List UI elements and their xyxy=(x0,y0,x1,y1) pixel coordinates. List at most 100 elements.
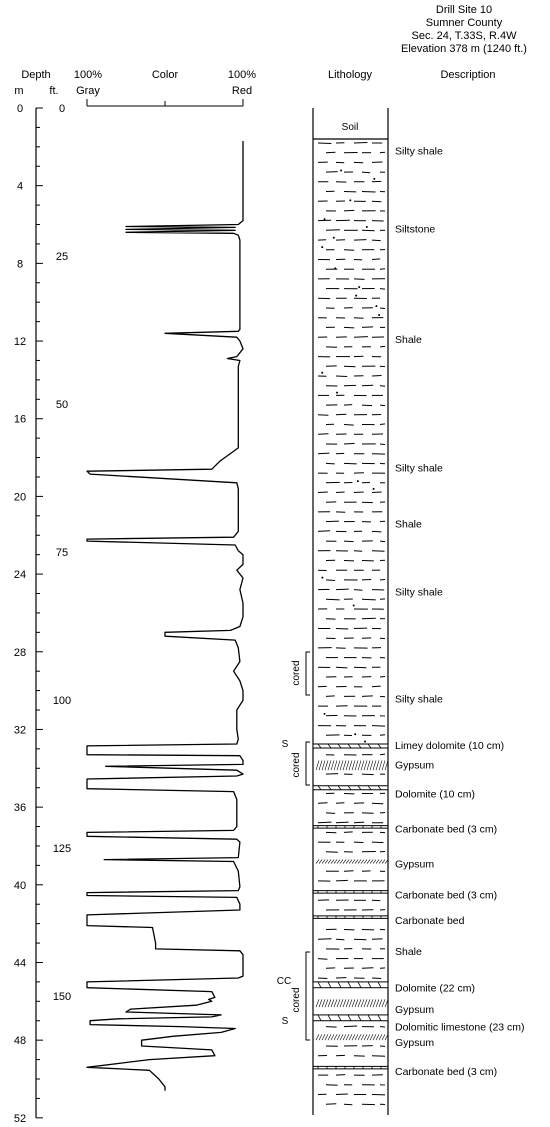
shale-dash xyxy=(343,1103,353,1106)
shale-dash xyxy=(353,278,365,280)
gypsum-hatch xyxy=(318,760,323,771)
shale-dash xyxy=(343,870,354,872)
shale-dash xyxy=(371,802,384,805)
shale-dash xyxy=(325,229,340,231)
shale-dash xyxy=(361,326,374,328)
gypsum-hatch xyxy=(333,760,338,771)
gypsum-hatch xyxy=(375,859,380,864)
shale-dash xyxy=(317,142,332,144)
depth-m-tick-label: 28 xyxy=(14,647,26,659)
dolomite-mark xyxy=(347,743,352,749)
silt-dot xyxy=(323,218,326,221)
shale-dash xyxy=(353,550,363,552)
color-scale xyxy=(86,99,244,107)
depth-ft-tick-label: 0 xyxy=(59,103,65,115)
silt-dot xyxy=(354,733,357,736)
shale-dash xyxy=(343,404,353,406)
core-cc-label: CC xyxy=(277,976,291,987)
shale-dash xyxy=(335,491,345,493)
shale-dash xyxy=(325,695,335,697)
shale-dash xyxy=(353,821,365,824)
shale-dash xyxy=(371,491,382,493)
shale-dash xyxy=(353,239,367,241)
gypsum-hatch xyxy=(378,1034,383,1041)
gypsum-hatch xyxy=(381,1034,386,1041)
depth-m-tick-label: 32 xyxy=(14,724,26,736)
gypsum-hatch xyxy=(339,859,344,864)
soil-label: Soil xyxy=(342,122,359,133)
gypsum-hatch xyxy=(354,999,359,1008)
shale-dash xyxy=(325,462,335,465)
shale-dash xyxy=(371,239,381,242)
depth-ft-tick-label: 150 xyxy=(53,991,71,1003)
gypsum-hatch xyxy=(336,760,341,771)
shale-dash xyxy=(353,938,367,941)
gypsum-hatch xyxy=(372,1034,377,1041)
gypsum-hatch xyxy=(342,859,347,864)
shale-dash xyxy=(371,685,381,688)
site-line-4: Elevation 378 m (1240 ft.) xyxy=(401,43,527,55)
gypsum-hatch xyxy=(378,859,383,864)
gypsum-hatch xyxy=(330,760,335,771)
shale-dash xyxy=(317,530,331,532)
shale-dash xyxy=(371,841,384,844)
gypsum-hatch xyxy=(351,999,356,1008)
silt-dot xyxy=(321,576,324,579)
color-header: Color xyxy=(152,69,179,81)
gypsum-hatch xyxy=(321,999,326,1008)
shale-dash xyxy=(379,345,386,348)
silt-dot xyxy=(321,371,324,374)
shale-dash xyxy=(317,821,332,824)
shale-dash xyxy=(325,1084,338,1086)
shale-dash xyxy=(379,268,386,270)
shale-dash xyxy=(353,336,368,338)
gypsum-hatch xyxy=(324,1034,329,1041)
description-label: Limey dolomite (10 cm) xyxy=(395,740,504,752)
gypsum-hatch xyxy=(360,999,365,1008)
gypsum-hatch xyxy=(372,760,377,771)
gypsum-hatch xyxy=(327,999,332,1008)
description-label: Dolomite (10 cm) xyxy=(395,789,475,801)
gypsum-hatch xyxy=(363,859,368,864)
dolomite-mark xyxy=(327,743,332,749)
gypsum-hatch xyxy=(366,999,371,1008)
shale-dash xyxy=(353,491,364,493)
shale-dash xyxy=(379,753,386,756)
shale-dash xyxy=(335,1074,346,1076)
depth-m-tick-label: 40 xyxy=(14,880,26,892)
gypsum-hatch xyxy=(360,760,365,771)
depth-m-tick-label: 24 xyxy=(14,569,26,581)
silt-dot xyxy=(355,294,358,297)
gypsum-hatch xyxy=(321,760,326,771)
silt-dot xyxy=(340,169,343,172)
gypsum-hatch xyxy=(372,999,377,1008)
dolomite-mark xyxy=(337,981,342,988)
shale-dash xyxy=(335,938,345,941)
description-label: Silty shale xyxy=(395,462,443,474)
depth-ft-tick-label: 25 xyxy=(56,251,68,263)
shale-dash xyxy=(335,666,348,669)
shale-dash xyxy=(325,1026,337,1028)
shale-dash xyxy=(317,491,328,493)
description-label: Gypsum xyxy=(395,1037,434,1049)
gypsum-hatch xyxy=(342,1034,347,1041)
shale-dash xyxy=(371,977,382,979)
gypsum-hatch xyxy=(345,760,350,771)
dolomite-mark xyxy=(317,981,322,988)
depth-m-tick-label: 0 xyxy=(17,103,23,115)
shale-dash xyxy=(325,579,336,581)
dolomite-mark xyxy=(317,785,322,790)
gypsum-hatch xyxy=(330,999,335,1008)
dolomite-mark xyxy=(347,981,352,988)
gypsum-hatch xyxy=(357,999,362,1008)
description-label: Siltstone xyxy=(395,223,435,235)
dolomite-mark xyxy=(357,785,362,790)
shale-dash xyxy=(335,588,349,591)
gypsum-hatch xyxy=(366,859,371,864)
dolomite-mark xyxy=(377,1014,382,1021)
description-label: Gypsum xyxy=(395,858,434,870)
gypsum-hatch xyxy=(315,1034,320,1041)
gypsum-hatch xyxy=(321,1034,326,1041)
shale-dash xyxy=(343,209,355,212)
shale-dash xyxy=(371,725,386,727)
